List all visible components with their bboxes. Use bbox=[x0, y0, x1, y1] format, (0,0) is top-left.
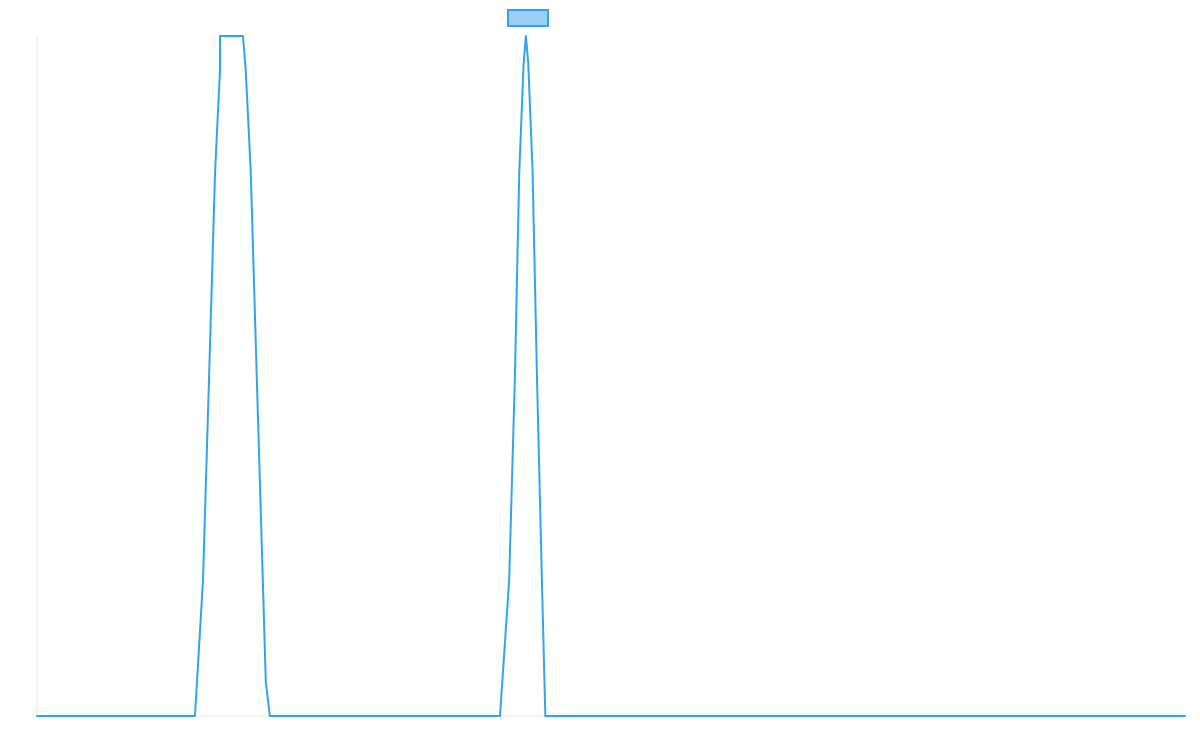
series-line-0 bbox=[36, 35, 1186, 717]
legend-swatch[interactable] bbox=[507, 9, 549, 27]
series-layer bbox=[36, 35, 1186, 717]
